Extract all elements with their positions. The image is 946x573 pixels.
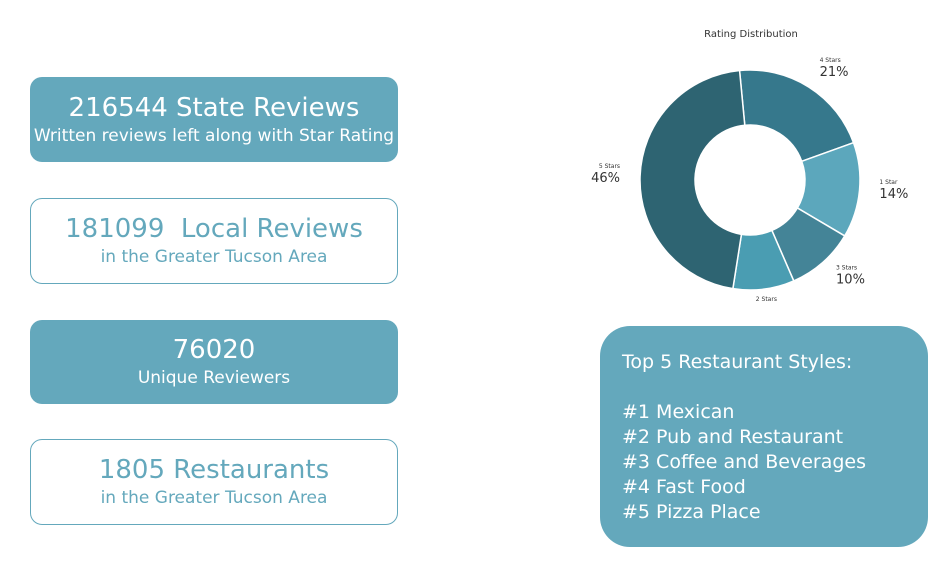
stat-card-unique-reviewers: 76020 Unique Reviewers (30, 320, 398, 404)
stat-caption: in the Greater Tucson Area (100, 247, 328, 267)
style-item: #4 Fast Food (622, 476, 746, 498)
chart-title: Rating Distribution (704, 29, 798, 40)
stat-card-state-reviews: 216544 State Reviews Written reviews lef… (30, 77, 398, 162)
slice-category-label: 3 Stars (836, 264, 857, 271)
stat-card-local-reviews: 181099 Local Reviews in the Greater Tucs… (30, 198, 398, 284)
rating-distribution-chart: Rating Distribution 4 Stars 21% 1 Star 14% 3… (590, 18, 920, 303)
style-item: #2 Pub and Restaurant (622, 426, 844, 448)
style-item: #5 Pizza Place (622, 501, 761, 523)
slice-category-label: 2 Stars (756, 296, 777, 303)
slice-category-label: 4 Stars (820, 57, 841, 64)
slice-percent-label: 46% (591, 171, 620, 186)
stat-caption: Written reviews left along with Star Rat… (33, 125, 395, 146)
top-restaurant-styles-panel: Top 5 Restaurant Styles: #1 Mexican #2 P… (600, 326, 928, 547)
slice-category-label: 5 Stars (599, 163, 620, 170)
styles-title: Top 5 Restaurant Styles: (622, 351, 853, 373)
stat-caption: Unique Reviewers (137, 368, 291, 388)
slice-4-stars (738, 69, 855, 163)
slice-percent-label: 14% (879, 187, 908, 202)
slice-percent-label: 10% (836, 272, 865, 287)
stat-card-restaurants: 1805 Restaurants in the Greater Tucson A… (30, 439, 398, 525)
style-item: #1 Mexican (622, 401, 735, 423)
stat-value: 1805 Restaurants (98, 455, 330, 485)
style-item: #3 Coffee and Beverages (622, 451, 866, 473)
stat-value: 216544 State Reviews (68, 92, 360, 123)
slice-category-label: 1 Star (879, 179, 898, 186)
slice-percent-label: 21% (820, 65, 849, 80)
slice-5-stars (639, 69, 746, 290)
stat-value: 181099 Local Reviews (65, 214, 363, 244)
stat-caption: in the Greater Tucson Area (100, 488, 328, 508)
stat-value: 76020 (172, 335, 256, 365)
